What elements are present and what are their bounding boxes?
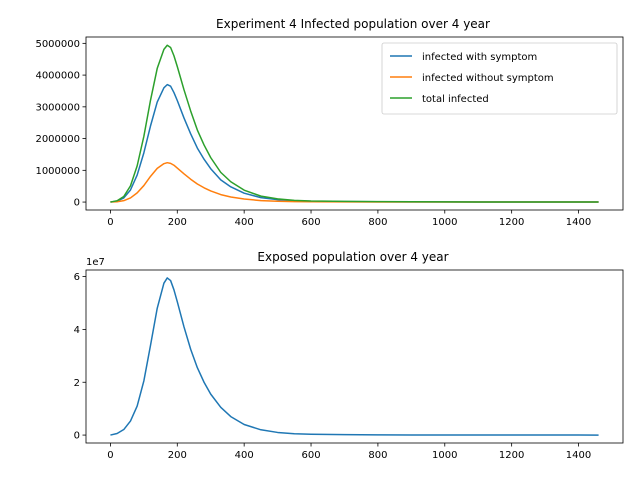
infected-y-tick-label: 3000000 <box>35 102 80 113</box>
infected-legend-box <box>381 42 618 115</box>
infected-y-tick-label: 4000000 <box>35 71 80 82</box>
infected-y-tick-label: 0 <box>74 198 80 209</box>
exposed-x-axis: 0 200 400 600 800 1000 1200 1400 <box>107 443 591 461</box>
infected-x-tick-label: 1200 <box>499 217 524 228</box>
infected-plot-lines <box>110 44 599 203</box>
exposed-x-tick-label: 1400 <box>566 450 591 461</box>
infected-chart-title: Experiment 4 Infected population over 4 … <box>216 17 490 31</box>
exposed-y-axis: 0 2 4 6 <box>74 272 86 442</box>
exposed-chart: Exposed population over 4 year 1e7 0 200 4… <box>74 250 624 461</box>
exposed-x-tick-label: 600 <box>301 450 320 461</box>
infected-chart: Experiment 4 Infected population over 4 … <box>35 17 624 228</box>
infected-x-axis: 0 200 400 600 800 1000 1200 1400 <box>107 210 591 228</box>
infected-x-tick-label: 600 <box>301 217 320 228</box>
exposed-chart-offset-text: 1e7 <box>86 257 105 268</box>
exposed-y-tick-label: 4 <box>74 325 80 336</box>
infected-legend: infected with symptom infected without sy… <box>381 42 618 115</box>
infected-x-tick-label: 200 <box>168 217 187 228</box>
exposed-x-tick-label: 1200 <box>499 450 524 461</box>
infected-x-tick-label: 1400 <box>566 217 591 228</box>
exposed-plot-lines <box>110 277 599 436</box>
exposed-series-line-0 <box>110 277 599 436</box>
infected-x-tick-label: 400 <box>235 217 254 228</box>
exposed-chart-title: Exposed population over 4 year <box>257 250 448 264</box>
exposed-x-tick-label: 400 <box>235 450 254 461</box>
infected-series-line-2 <box>110 44 599 203</box>
exposed-x-tick-label: 800 <box>368 450 387 461</box>
exposed-x-tick-label: 1000 <box>432 450 457 461</box>
infected-y-tick-label: 2000000 <box>35 134 80 145</box>
infected-plot-frame <box>85 36 624 211</box>
infected-y-axis: 0 1000000 2000000 3000000 4000000 5000000 <box>35 39 86 209</box>
infected-x-tick-label: 0 <box>107 217 113 228</box>
infected-legend-label: infected without symptom <box>422 73 554 84</box>
infected-legend-label: total infected <box>422 94 489 105</box>
exposed-plot-frame <box>85 269 624 444</box>
infected-x-tick-label: 1000 <box>432 217 457 228</box>
exposed-y-tick-label: 0 <box>74 431 80 442</box>
exposed-y-tick-label: 6 <box>74 272 80 283</box>
infected-legend-label: infected with symptom <box>422 52 537 63</box>
exposed-y-tick-label: 2 <box>74 378 80 389</box>
infected-x-tick-label: 800 <box>368 217 387 228</box>
infected-y-tick-label: 5000000 <box>35 39 80 50</box>
infected-y-tick-label: 1000000 <box>35 166 80 177</box>
exposed-x-tick-label: 200 <box>168 450 187 461</box>
exposed-x-tick-label: 0 <box>107 450 113 461</box>
